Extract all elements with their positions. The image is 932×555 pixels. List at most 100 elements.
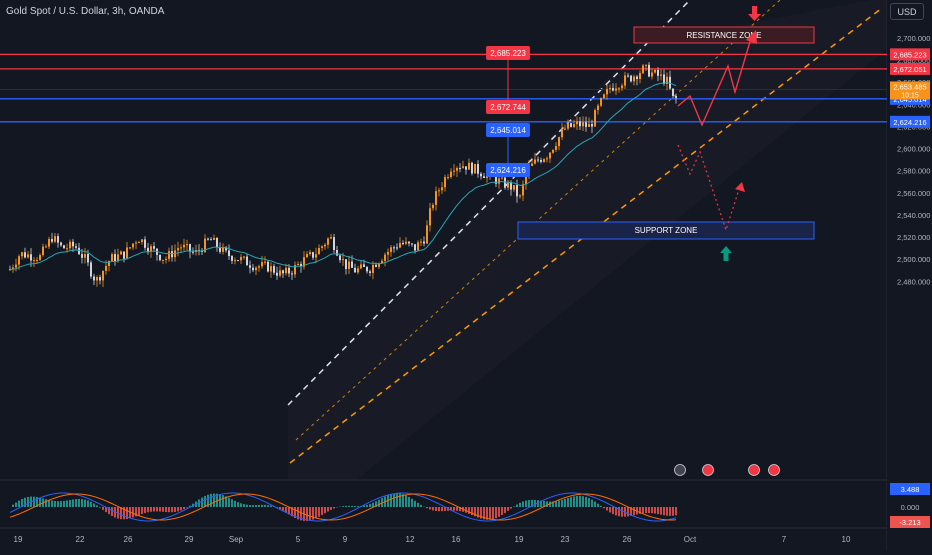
candle-body xyxy=(471,163,473,174)
candle-body xyxy=(474,164,476,174)
candle-body xyxy=(603,94,605,98)
candle-body xyxy=(357,268,359,272)
candle-body xyxy=(273,266,275,273)
price-callout-label: 2,685.223 xyxy=(490,49,526,58)
macd-histogram-bar xyxy=(657,507,659,514)
macd-histogram-bar xyxy=(441,507,443,511)
price-callout-label: 2,624.216 xyxy=(490,166,526,175)
candle-body xyxy=(165,259,167,260)
time-tick-label: 9 xyxy=(343,535,348,544)
candle-body xyxy=(261,262,263,266)
macd-histogram-bar xyxy=(99,507,101,508)
candle-body xyxy=(465,166,467,169)
time-tick-label: 16 xyxy=(452,535,461,544)
macd-histogram-bar xyxy=(12,505,14,507)
candle-body xyxy=(36,260,38,261)
macd-histogram-bar xyxy=(165,507,167,512)
macd-histogram-bar xyxy=(507,507,509,511)
macd-histogram-bar xyxy=(252,505,254,507)
candle-body xyxy=(363,264,365,267)
macd-histogram-bar xyxy=(147,507,149,512)
candle-body xyxy=(600,98,602,106)
candle-body xyxy=(180,247,182,248)
candle-body xyxy=(408,242,410,244)
macd-histogram-bar xyxy=(153,507,155,511)
macd-histogram-bar xyxy=(231,499,233,507)
candle-body xyxy=(279,270,281,275)
candle-body xyxy=(312,252,314,257)
macd-histogram-bar xyxy=(570,497,572,507)
time-tick-label: 26 xyxy=(623,535,632,544)
macd-histogram-bar xyxy=(594,502,596,507)
candle-body xyxy=(24,252,26,257)
candle-body xyxy=(141,239,143,242)
macd-histogram-bar xyxy=(324,507,326,513)
macd-histogram-bar xyxy=(243,504,245,507)
macd-histogram-bar xyxy=(156,507,158,511)
candle-body xyxy=(342,259,344,260)
candle-body xyxy=(33,260,35,261)
macd-histogram-bar xyxy=(237,502,239,507)
price-tick-label: 2,560.000 xyxy=(897,189,930,198)
macd-histogram-bar xyxy=(453,507,455,511)
macd-histogram-bar xyxy=(39,498,41,507)
macd-histogram-bar xyxy=(27,497,29,507)
candle-body xyxy=(519,195,521,196)
macd-pane xyxy=(10,493,677,521)
candle-body xyxy=(534,159,536,163)
candle-body xyxy=(426,225,428,243)
macd-histogram-bar xyxy=(438,507,440,511)
macd-histogram-bar xyxy=(654,507,656,514)
macd-histogram-bar xyxy=(90,502,92,507)
candle-body xyxy=(516,185,518,196)
candle-body xyxy=(183,245,185,248)
candle-body xyxy=(396,247,398,248)
symbol-title: Gold Spot / U.S. Dollar, 3h, OANDA xyxy=(6,6,164,17)
macd-histogram-bar xyxy=(168,507,170,512)
candle-body xyxy=(339,255,341,260)
event-icons xyxy=(675,465,780,476)
candle-body xyxy=(663,74,665,83)
macd-histogram-bar xyxy=(354,506,356,507)
candle-body xyxy=(234,260,236,261)
currency-button[interactable]: USD xyxy=(890,3,924,20)
channel-fill xyxy=(288,0,932,480)
macd-histogram-bar xyxy=(144,507,146,513)
macd-histogram-bar xyxy=(177,507,179,511)
price-tick-label: 2,700.000 xyxy=(897,34,930,43)
candle-body xyxy=(270,266,272,271)
candle-body xyxy=(213,238,215,240)
candle-body xyxy=(297,264,299,265)
candle-body xyxy=(228,250,230,256)
candle-body xyxy=(27,254,29,257)
macd-histogram-bar xyxy=(621,507,623,517)
macd-histogram-bar xyxy=(84,500,86,507)
macd-histogram-bar xyxy=(366,505,368,507)
macd-histogram-bar xyxy=(15,503,17,507)
candle-body xyxy=(660,74,662,75)
macd-histogram-bar xyxy=(666,507,668,516)
macd-histogram-bar xyxy=(357,506,359,507)
candle-body xyxy=(522,184,524,195)
candle-body xyxy=(324,245,326,247)
macd-histogram-bar xyxy=(249,505,251,507)
candle-body xyxy=(498,178,500,183)
candle-body xyxy=(39,255,41,260)
candle-body xyxy=(282,270,284,273)
candle-body xyxy=(672,89,674,96)
candle-body xyxy=(627,75,629,76)
candle-body xyxy=(327,239,329,245)
support-arrow-stem xyxy=(724,253,729,261)
candle-body xyxy=(291,273,293,274)
time-tick-label: 10 xyxy=(842,535,851,544)
macd-histogram-bar xyxy=(315,507,317,518)
macd-histogram-bar xyxy=(513,506,515,507)
candle-body xyxy=(129,247,131,248)
macd-histogram-bar xyxy=(60,501,62,507)
candle-body xyxy=(450,172,452,178)
macd-histogram-bar xyxy=(582,496,584,507)
macd-histogram-bar xyxy=(327,507,329,512)
